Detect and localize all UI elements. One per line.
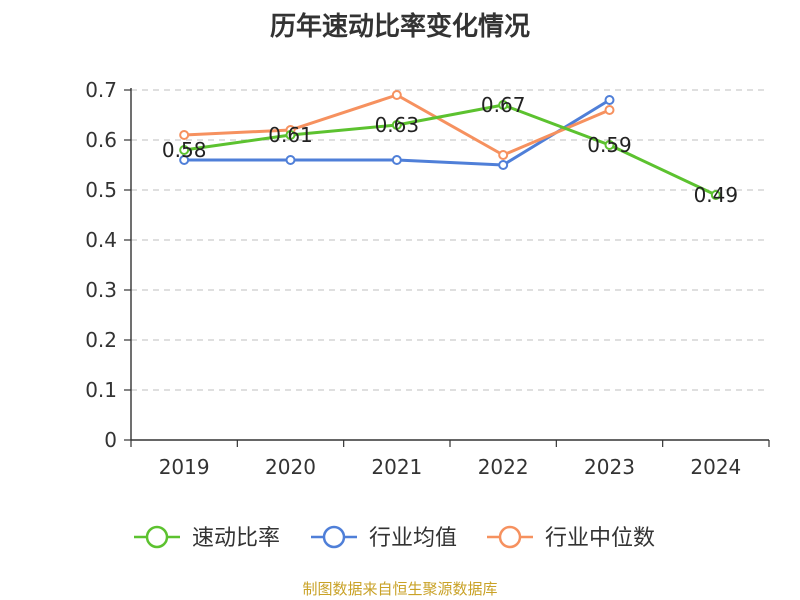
data-labels: 0.58 0.61 0.63 0.67 0.59 0.49 — [162, 93, 738, 207]
data-point — [498, 100, 509, 110]
data-point — [179, 155, 190, 165]
legend-marker — [145, 525, 169, 549]
grid-lines — [131, 89, 769, 391]
legend: 速动比率 行业均值 行业中位数 — [134, 525, 655, 551]
y-tick-label: 0.1 — [85, 378, 117, 402]
x-tick-label: 2023 — [584, 455, 635, 479]
data-point — [285, 155, 296, 165]
y-tick-label: 0.4 — [85, 228, 117, 252]
data-point — [498, 150, 509, 160]
y-tick-label: 0.7 — [85, 78, 117, 102]
data-point — [710, 190, 721, 200]
legend-marker — [322, 525, 346, 549]
data-label: 0.59 — [587, 133, 632, 157]
x-tick-label: 2020 — [265, 455, 316, 479]
legend-label: 行业中位数 — [545, 526, 655, 551]
legend-label: 速动比率 — [192, 526, 280, 551]
data-point — [391, 155, 402, 165]
x-tick-label: 2019 — [159, 455, 210, 479]
data-point — [604, 140, 615, 150]
legend-marker — [498, 525, 522, 549]
chart-title: 历年速动比率变化情况 — [269, 12, 530, 42]
data-label: 0.49 — [694, 183, 739, 207]
legend-label: 行业均值 — [369, 526, 457, 551]
data-label: 0.63 — [375, 113, 420, 137]
data-point — [498, 160, 509, 170]
data-point — [391, 90, 402, 100]
x-tick-label: 2022 — [478, 455, 529, 479]
data-point — [391, 120, 402, 130]
y-tick-label: 0.6 — [85, 128, 117, 152]
series-lines — [179, 90, 721, 200]
data-point — [604, 95, 615, 105]
data-label: 0.58 — [162, 138, 207, 162]
data-point — [285, 130, 296, 140]
axes: 0 0.1 0.2 0.3 0.4 0.5 0.6 0.7 2019 2020 2021 2022 20… — [85, 78, 770, 479]
x-tick-label: 2024 — [690, 455, 741, 479]
y-tick-label: 0.5 — [85, 178, 117, 202]
data-point — [604, 105, 615, 115]
y-tick-label: 0.3 — [85, 278, 117, 302]
data-label: 0.61 — [268, 123, 313, 147]
data-point — [179, 145, 190, 155]
x-tick-label: 2021 — [371, 455, 422, 479]
data-label: 0.67 — [481, 93, 526, 117]
y-tick-label: 0.2 — [85, 328, 117, 352]
y-tick-label: 0 — [104, 428, 117, 452]
series-line — [183, 103, 717, 197]
data-point — [179, 130, 190, 140]
source-note: 制图数据来自恒生聚源数据库 — [302, 580, 498, 598]
